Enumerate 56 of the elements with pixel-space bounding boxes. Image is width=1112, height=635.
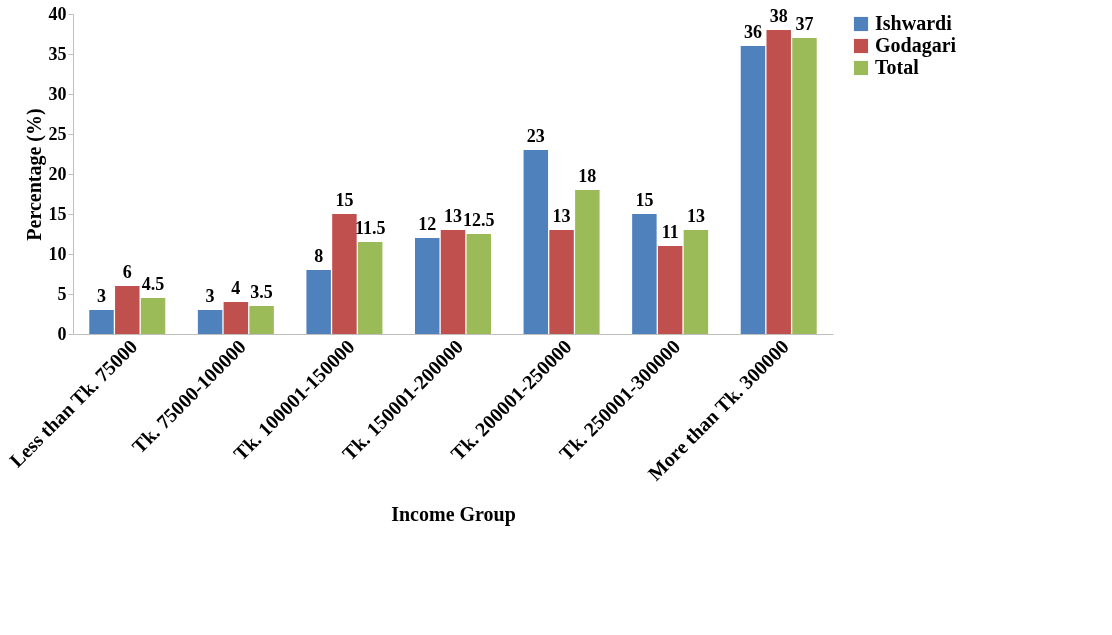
data-label: 38 bbox=[769, 6, 788, 26]
bar bbox=[115, 286, 140, 334]
bar bbox=[683, 230, 709, 334]
bar bbox=[140, 298, 166, 334]
data-label: 15 bbox=[335, 190, 354, 210]
bar bbox=[357, 242, 383, 334]
data-label: 13 bbox=[686, 206, 705, 226]
bar bbox=[766, 30, 791, 334]
y-axis-title: Percentage (%) bbox=[22, 108, 46, 241]
bar bbox=[440, 230, 466, 334]
y-tick-label: 35 bbox=[48, 43, 67, 64]
bar bbox=[197, 310, 223, 334]
bar bbox=[89, 310, 114, 334]
x-axis-title: Income Group bbox=[391, 502, 516, 526]
data-label: 12 bbox=[418, 214, 437, 234]
bar bbox=[306, 270, 331, 334]
data-label: 13 bbox=[552, 206, 571, 226]
bar bbox=[466, 234, 491, 334]
bar bbox=[523, 150, 549, 334]
data-label: 37 bbox=[795, 14, 814, 34]
bar bbox=[740, 46, 766, 334]
data-label: 11 bbox=[661, 222, 679, 242]
bar bbox=[792, 38, 817, 334]
bar bbox=[332, 214, 357, 334]
bar bbox=[632, 214, 657, 334]
bar bbox=[415, 238, 440, 334]
y-tick-label: 40 bbox=[48, 3, 67, 24]
bar bbox=[575, 190, 600, 334]
data-label: 12.5 bbox=[463, 210, 495, 230]
data-label: 3.5 bbox=[250, 282, 273, 302]
y-tick-label: 5 bbox=[57, 283, 67, 304]
bar bbox=[657, 246, 683, 334]
y-tick-label: 15 bbox=[48, 203, 67, 224]
legend-label: Godagari bbox=[875, 34, 957, 57]
data-label: 4 bbox=[231, 278, 241, 298]
y-tick-label: 20 bbox=[48, 163, 67, 184]
data-label: 11.5 bbox=[354, 218, 386, 238]
bar bbox=[249, 306, 274, 334]
bar bbox=[549, 230, 574, 334]
y-tick-label: 25 bbox=[48, 123, 67, 144]
data-label: 23 bbox=[526, 126, 545, 146]
data-label: 36 bbox=[743, 22, 762, 42]
legend-label: Total bbox=[875, 56, 920, 78]
y-tick-label: 10 bbox=[48, 243, 67, 264]
legend-label: Ishwardi bbox=[875, 12, 953, 34]
data-label: 4.5 bbox=[141, 274, 165, 294]
data-label: 3 bbox=[205, 286, 215, 306]
data-label: 13 bbox=[444, 206, 462, 226]
y-tick-label: 0 bbox=[57, 323, 67, 344]
data-label: 6 bbox=[122, 262, 132, 282]
bar bbox=[223, 302, 249, 334]
data-label: 18 bbox=[578, 166, 597, 186]
data-label: 15 bbox=[635, 190, 654, 210]
data-label: 8 bbox=[314, 246, 324, 266]
data-label: 3 bbox=[97, 286, 107, 306]
y-tick-label: 30 bbox=[48, 83, 67, 104]
